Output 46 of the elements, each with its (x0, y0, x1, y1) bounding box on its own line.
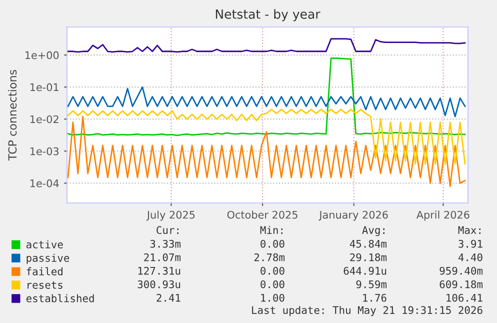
text: 1.00 (261, 294, 284, 302)
y-tick-label: 1e-03 (30, 147, 59, 156)
text: 3.91 (458, 240, 482, 248)
line-series (67, 86, 466, 118)
line-series (67, 108, 466, 165)
legend-label: failed (26, 267, 62, 276)
text: 609.18m (440, 280, 483, 288)
text: 0.00 (260, 266, 284, 275)
text: 45.84m (350, 240, 387, 248)
text: Last update: Thu May 21 19:31:15 2026 (252, 306, 482, 316)
text: 106.41 (446, 294, 482, 302)
y-tick-label: 1e-02 (30, 115, 58, 124)
text: 9.59m (356, 280, 387, 288)
y-tick-label: 1e+00 (25, 51, 59, 60)
text: 2.78m (254, 253, 285, 262)
y-tick-label: 1e-04 (30, 179, 59, 188)
text: 300.93u (138, 280, 180, 288)
y-tick-label: 1e-01 (30, 83, 58, 92)
x-tick-label: April 2026 (416, 210, 470, 221)
line-series (67, 38, 466, 53)
text: 2.41 (156, 294, 180, 302)
legend-label: resets (28, 281, 62, 289)
text: Max: (458, 226, 480, 234)
line-series (67, 116, 466, 187)
x-tick-label: July 2025 (146, 210, 195, 221)
y-axis-title: TCP connections (8, 70, 17, 161)
text: 0.00 (260, 280, 284, 288)
line-series (67, 57, 466, 136)
text: 1.76 (363, 294, 386, 302)
text: 127.31u (138, 266, 180, 275)
legend-label: active (26, 240, 63, 248)
text: 4.40 (458, 253, 482, 262)
text: Avg: (362, 226, 384, 236)
text: 21.07m (144, 253, 181, 262)
legend-label: established (26, 294, 94, 302)
text: 29.18m (350, 253, 387, 262)
chart-title: Netstat - by year (216, 9, 320, 22)
x-tick-label: October 2025 (227, 210, 298, 219)
legend-label: passive (26, 254, 70, 264)
text: Min: (260, 226, 282, 234)
text: 0.00 (260, 240, 284, 248)
text: 959.40m (440, 266, 483, 275)
x-tick-label: January 2026 (318, 210, 388, 221)
text: Cur: (156, 226, 178, 234)
text: 3.33m (150, 240, 181, 248)
text: 644.91u (344, 266, 386, 275)
